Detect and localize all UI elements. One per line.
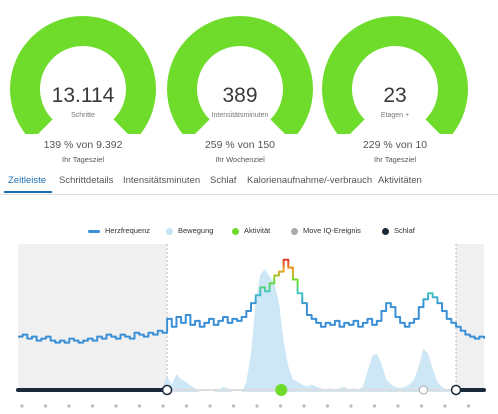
timeline-dot: [161, 404, 165, 408]
timeline-dot: [208, 404, 212, 408]
legend-item-herzfrequenz[interactable]: Herzfrequenz: [88, 226, 150, 235]
gauge-goal-label: Ihr Tagesziel: [62, 155, 104, 164]
tab-kalorien[interactable]: Kalorienaufnahme/-verbrauch: [247, 175, 373, 186]
legend-label: Bewegung: [178, 226, 214, 235]
active-tab-indicator: [4, 191, 52, 193]
gauge-goal-label: Ihr Wochenziel: [215, 155, 265, 164]
tab-bar: Zeitleiste Schrittdetails Intensitätsmin…: [0, 166, 498, 195]
timeline-bar: [16, 384, 486, 396]
gauge-fill-arc: [322, 16, 468, 134]
gauge-percent: 259 % von 150: [204, 139, 276, 151]
legend-item-move-iq[interactable]: Move IQ-Ereignis: [291, 226, 361, 235]
legend-label: Aktivität: [244, 226, 271, 235]
tab-zeitleiste[interactable]: Zeitleiste: [8, 175, 47, 186]
timeline-dot: [255, 404, 259, 408]
gauge-value: 13.114: [51, 84, 115, 107]
timeline-dots: [20, 404, 471, 408]
move-iq-icon[interactable]: [418, 385, 428, 395]
timeline-dot: [67, 404, 71, 408]
heart-rate-series: [18, 258, 485, 344]
sleep-background: [18, 244, 484, 392]
timeline-dot: [443, 404, 447, 408]
dot-swatch-icon: [382, 227, 389, 235]
timeline-dot: [325, 404, 330, 408]
gauge-percent: 139 % von 9.392: [43, 139, 123, 151]
movement-area: [18, 269, 484, 392]
timeline-dot: [466, 404, 471, 408]
line-swatch-icon: [88, 229, 100, 233]
gauge-fill-arc: [10, 16, 156, 134]
legend-label: Herzfrequenz: [105, 226, 151, 235]
timeline-dot: [43, 404, 48, 408]
gauge-value: 23: [383, 84, 407, 107]
activity-icon[interactable]: [275, 384, 288, 396]
sleep-region: [18, 244, 168, 392]
timeline-dot: [114, 404, 118, 408]
dot-swatch-icon: [232, 227, 239, 235]
timeline-dot: [137, 404, 142, 408]
tab-aktivitaeten[interactable]: Aktivitäten: [378, 175, 422, 186]
heart-rate-line: [18, 258, 485, 344]
legend-item-schlaf[interactable]: Schlaf: [382, 226, 415, 235]
sleep-region: [456, 244, 484, 392]
legend-item-aktivitaet[interactable]: Aktivität: [232, 226, 270, 235]
legend-label: Move IQ-Ereignis: [303, 226, 361, 235]
gauge-arc: [322, 16, 468, 134]
gauge-goal-label: Ihr Tagesziel: [374, 155, 416, 164]
gauge-arc: [167, 16, 313, 134]
moon-icon[interactable]: [450, 384, 462, 396]
tab-intensitaetsminuten[interactable]: Intensitätsminuten: [123, 175, 201, 186]
tab-schlaf[interactable]: Schlaf: [210, 175, 237, 186]
gauge-steps[interactable]: 13.114 Schritte 139 % von 9.392 Ihr Tage…: [8, 14, 158, 164]
gauge-panel: 13.114 Schritte 139 % von 9.392 Ihr Tage…: [0, 0, 498, 165]
timeline-dot: [372, 404, 377, 408]
dot-swatch-icon: [291, 227, 298, 235]
chart-legend: Herzfrequenz Bewegung Aktivität Move IQ-…: [0, 226, 498, 238]
gauge-unit: Etagen +: [380, 112, 410, 119]
timeline-dot: [90, 404, 95, 408]
timeline-dot: [20, 404, 24, 408]
dot-swatch-icon: [166, 227, 173, 235]
gauge-fill-arc: [167, 16, 313, 134]
gauge-percent: 229 % von 10: [362, 139, 428, 151]
timeline-dot: [419, 404, 424, 408]
moon-icon[interactable]: [161, 384, 173, 396]
timeline-dot: [278, 404, 283, 408]
timeline-dot: [231, 404, 236, 408]
gauge-unit: Schritte: [71, 112, 95, 119]
movement-series: [18, 269, 484, 392]
timeline-chart[interactable]: [0, 240, 498, 414]
legend-label: Schlaf: [394, 226, 415, 235]
timeline-dot: [349, 404, 353, 408]
gauge-floors[interactable]: 23 Etagen + 229 % von 10 Ihr Tagesziel: [320, 14, 470, 164]
gauge-unit: Intensitätsminuten: [211, 112, 269, 119]
gauge-intensity-minutes[interactable]: 389 Intensitätsminuten 259 % von 150 Ihr…: [165, 14, 315, 164]
timeline-dot: [396, 404, 400, 408]
timeline-dot: [302, 404, 306, 408]
tab-schrittdetails[interactable]: Schrittdetails: [59, 175, 114, 186]
gauge-arc: [10, 16, 156, 134]
legend-item-bewegung[interactable]: Bewegung: [166, 226, 213, 235]
gauge-value: 389: [222, 84, 258, 107]
timeline-dot: [184, 404, 189, 408]
